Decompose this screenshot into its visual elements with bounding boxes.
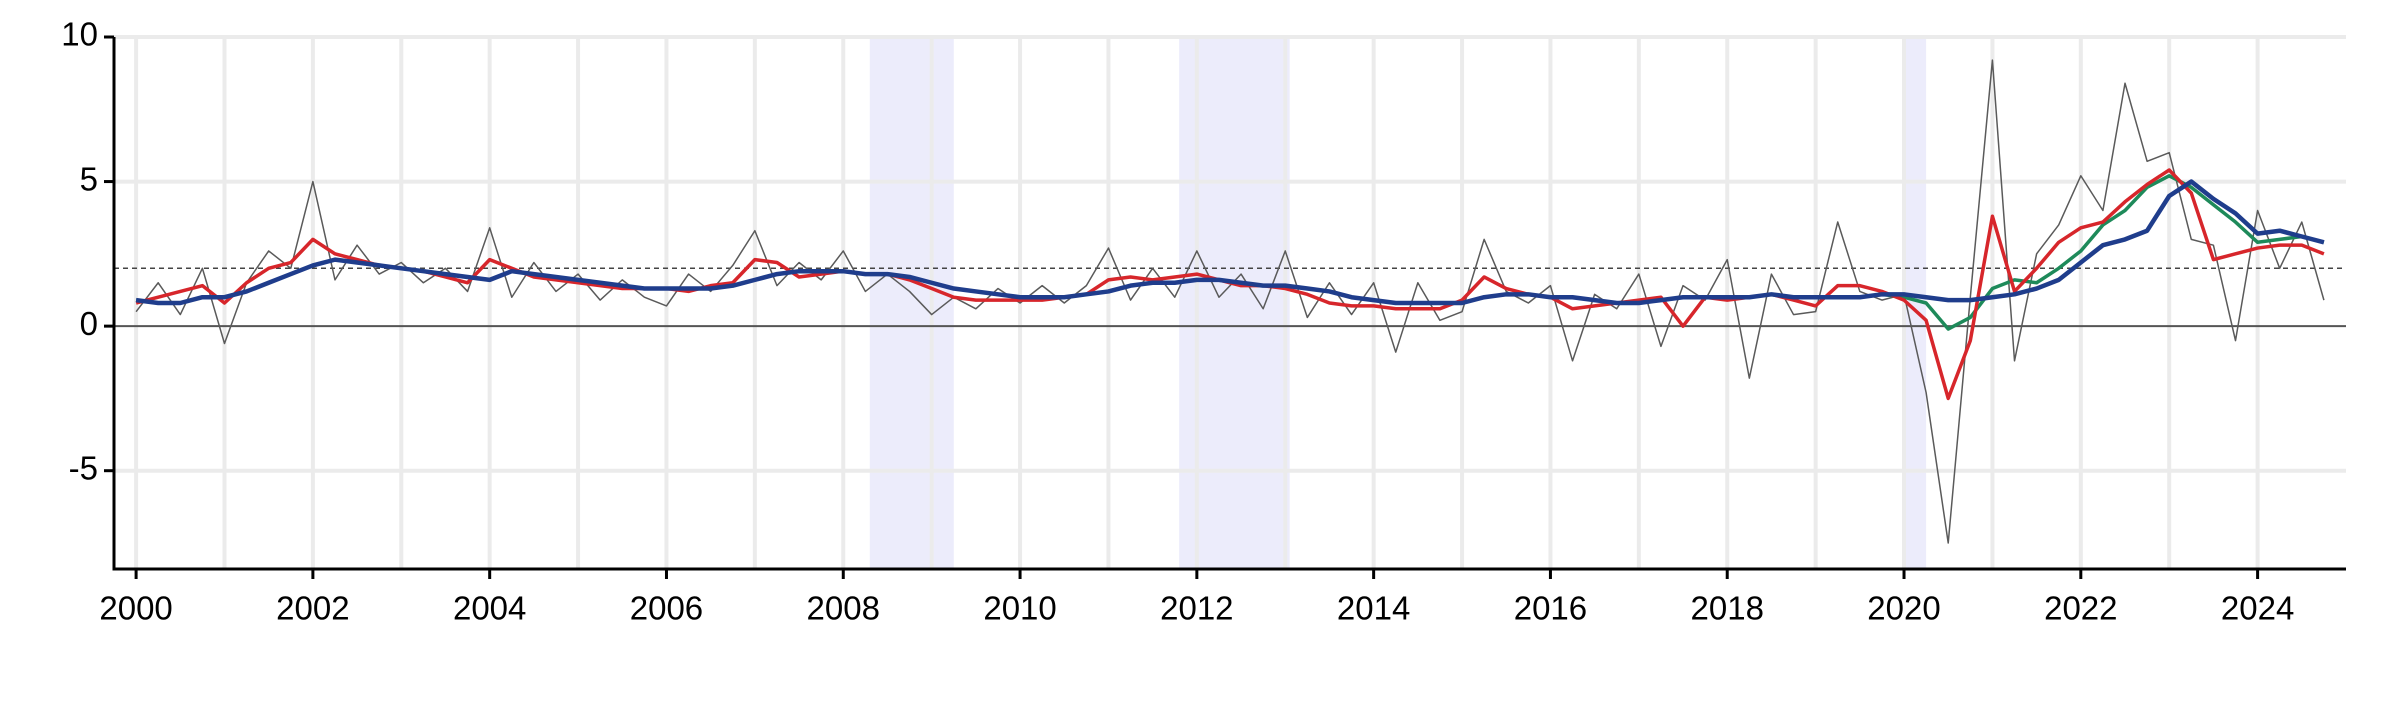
x-tick-label: 2000 [99,590,172,627]
series-line [135,179,2325,306]
y-tick-label: 10 [61,16,98,53]
shaded-period [869,37,954,569]
x-tick-label: 2010 [983,590,1056,627]
x-tick-label: 2024 [2221,590,2294,627]
x-tick-label: 2014 [1337,590,1410,627]
x-tick-label: 2018 [1691,590,1764,627]
y-tick-label: 5 [80,160,98,197]
x-tick-label: 2016 [1514,590,1587,627]
y-tick-label: -5 [69,449,98,486]
y-tick-label: 0 [80,305,98,342]
x-tick-label: 2008 [807,590,880,627]
x-tick-label: 2002 [276,590,349,627]
x-tick-label: 2012 [1160,590,1233,627]
x-tick-label: 2006 [630,590,703,627]
x-tick-label: 2022 [2044,590,2117,627]
x-tick-label: 2020 [1867,590,1940,627]
x-tick-label: 2004 [453,590,526,627]
shaded-period [1904,37,1927,569]
